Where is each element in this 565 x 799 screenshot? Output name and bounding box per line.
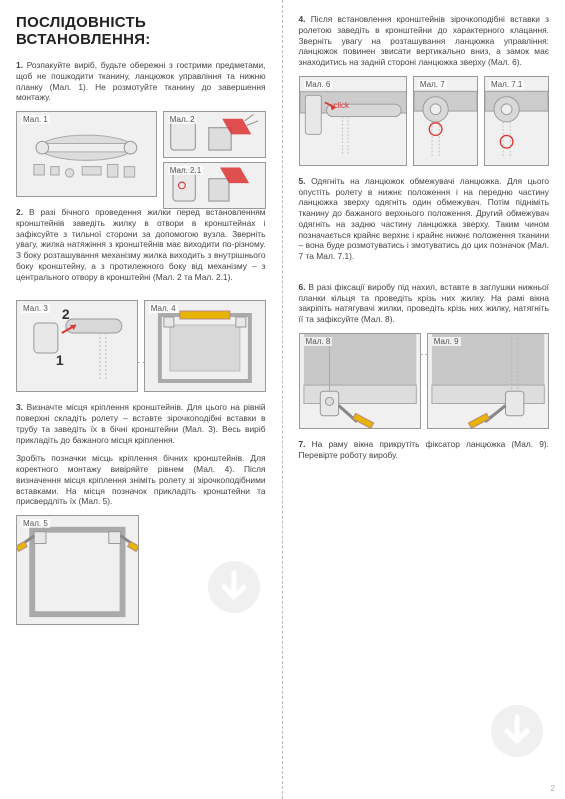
figure-4: Мал. 4 [144, 300, 266, 392]
step-2-text: В разі бічного проведення жилки перед вс… [16, 207, 266, 282]
left-column: ПОСЛІДОВНІСТЬ ВСТАНОВЛЕННЯ: 1. Розпакуйт… [0, 0, 283, 799]
figure-6: Мал. 6 click [299, 76, 407, 166]
step-1-num: 1. [16, 60, 23, 70]
step-6-num: 6. [299, 282, 306, 292]
page-number: 2 [551, 784, 555, 793]
figure-2-1-label: Мал. 2.1 [168, 166, 203, 175]
step-4-num: 4. [299, 14, 306, 24]
right-column: 4. Після встановлення кронштейнів зірочк… [283, 0, 565, 799]
step-4: 4. Після встановлення кронштейнів зірочк… [299, 14, 550, 68]
step-5-num: 5. [299, 176, 306, 186]
figure-6-label: Мал. 6 [304, 80, 333, 89]
step-5: 5. Одягніть на ланцюжок обмежувачі ланцю… [299, 176, 550, 262]
figure-1: Мал. 1 [16, 111, 157, 197]
figure-5: Мал. 5 [16, 515, 139, 625]
step-3-text: Визначте місця кріплення кронштейнів. Дл… [16, 402, 266, 444]
step-2-num: 2. [16, 207, 23, 217]
figure-9: Мал. 9 [427, 333, 549, 429]
step-1-text: Розпакуйте виріб, будьте обережні з гост… [16, 60, 266, 102]
fig-row-6: Мал. 8 Мал. 9 [299, 333, 550, 429]
watermark-icon [206, 559, 262, 615]
figure-2-label: Мал. 2 [168, 115, 197, 124]
fig-row-2: Мал. 3 1 2 Мал. 4 [16, 300, 266, 392]
figure-2: Мал. 2 [163, 111, 266, 158]
step-1: 1. Розпакуйте виріб, будьте обережні з г… [16, 60, 266, 103]
figure-4-label: Мал. 4 [149, 304, 178, 313]
figure-7: Мал. 7 [413, 76, 478, 166]
figure-7-1: Мал. 7.1 [484, 76, 549, 166]
svg-text:1: 1 [56, 352, 64, 368]
step-7-num: 7. [299, 439, 306, 449]
step-6-text: В разі фіксації виробу під нахил, вставт… [299, 282, 550, 324]
fig-row-1: Мал. 1 Мал. 2 [16, 111, 266, 197]
step-5-text: Одягніть на ланцюжок обмежувачі ланцюжка… [299, 176, 550, 261]
step-3-num: 3. [16, 402, 23, 412]
figure-3: Мал. 3 1 2 [16, 300, 138, 392]
figure-8: Мал. 8 [299, 333, 421, 429]
figure-8-label: Мал. 8 [304, 337, 333, 346]
page-title: ПОСЛІДОВНІСТЬ ВСТАНОВЛЕННЯ: [16, 14, 266, 48]
figure-5-label: Мал. 5 [21, 519, 50, 528]
watermark-slot-left [145, 515, 266, 625]
step-3b: Зробіть позначки місць кріплення бічних … [16, 453, 266, 507]
step-2: 2. В разі бічного проведення жилки перед… [16, 207, 266, 282]
fig-row-3: Мал. 5 [16, 515, 266, 625]
figure-7-label: Мал. 7 [418, 80, 447, 89]
click-text: click [334, 101, 350, 110]
figure-3-label: Мал. 3 [21, 304, 50, 313]
step-7-text: На раму вікна прикрутіть фіксатор ланцюж… [299, 439, 550, 460]
figure-7-1-label: Мал. 7.1 [489, 80, 524, 89]
svg-text:2: 2 [62, 306, 70, 322]
figure-1-label: Мал. 1 [21, 115, 50, 124]
step-6: 6. В разі фіксації виробу під нахил, вст… [299, 282, 550, 325]
watermark-icon-right [489, 703, 545, 759]
fig-row-4: Мал. 6 click Мал. 7 [299, 76, 550, 166]
step-4-text: Після встановлення кронштейнів зірочкопо… [299, 14, 550, 67]
step-3: 3. Визначте місця кріплення кронштейнів.… [16, 402, 266, 445]
step-7: 7. На раму вікна прикрутіть фіксатор лан… [299, 439, 550, 461]
figure-2-1: Мал. 2.1 [163, 162, 266, 209]
figure-9-label: Мал. 9 [432, 337, 461, 346]
